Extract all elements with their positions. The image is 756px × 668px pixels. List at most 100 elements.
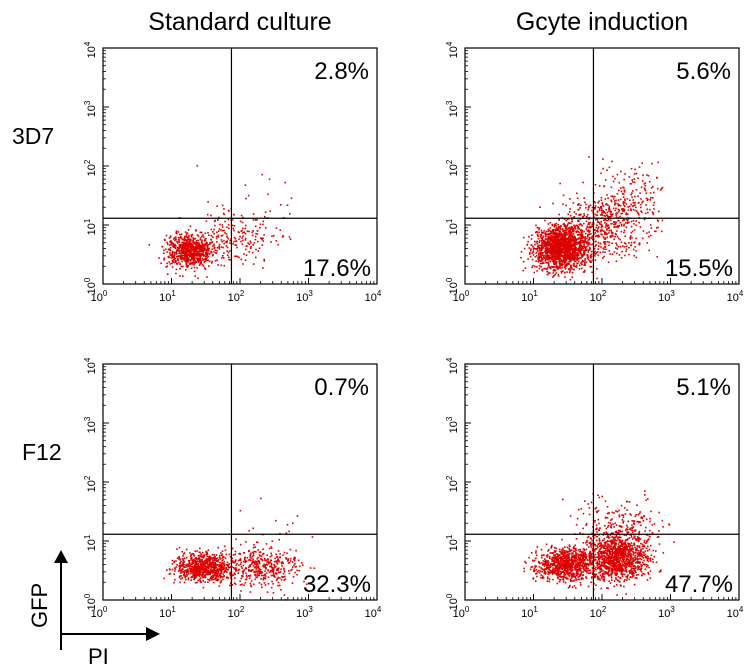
event-dot xyxy=(196,259,198,262)
event-dot xyxy=(605,223,608,226)
event-dot xyxy=(553,254,556,256)
event-dot xyxy=(252,565,255,567)
event-dot xyxy=(185,263,188,266)
event-dot xyxy=(559,251,562,253)
event-dot xyxy=(216,247,219,249)
event-dot xyxy=(224,570,227,573)
event-dot xyxy=(227,218,230,221)
event-dot xyxy=(607,224,610,226)
event-dot xyxy=(190,240,192,242)
event-dot xyxy=(257,569,259,572)
event-dot xyxy=(638,214,640,216)
event-dot xyxy=(177,261,180,264)
event-dot xyxy=(595,229,598,232)
event-dot xyxy=(256,233,259,235)
event-dot xyxy=(183,581,186,584)
event-dot xyxy=(558,257,560,259)
event-dot xyxy=(575,224,578,227)
event-dot xyxy=(569,228,571,231)
event-dot xyxy=(531,234,533,236)
event-dot xyxy=(541,242,544,244)
event-dot xyxy=(214,569,216,571)
event-dot xyxy=(198,244,200,246)
event-dot xyxy=(578,247,580,249)
event-dot xyxy=(276,578,278,580)
event-dot xyxy=(603,211,606,213)
event-dot xyxy=(207,248,209,250)
event-dot xyxy=(229,571,232,574)
event-dot xyxy=(264,574,266,577)
event-dot xyxy=(252,551,254,554)
event-dot xyxy=(614,202,616,204)
event-dot xyxy=(171,257,173,259)
event-dot xyxy=(172,242,174,245)
event-dot xyxy=(616,252,618,255)
event-dot xyxy=(195,243,197,246)
event-dot xyxy=(272,583,274,585)
event-dot xyxy=(569,208,571,210)
event-dot xyxy=(571,557,573,559)
event-dot xyxy=(623,246,626,248)
event-dot xyxy=(203,255,205,257)
event-dot xyxy=(563,261,566,264)
event-dot xyxy=(628,246,630,249)
event-dot xyxy=(258,247,261,249)
event-dot xyxy=(275,560,278,563)
event-dot xyxy=(656,177,658,179)
event-dot xyxy=(205,561,208,563)
event-dot xyxy=(553,247,555,249)
event-dot xyxy=(569,236,572,239)
event-dot xyxy=(272,570,275,572)
event-dot xyxy=(536,243,539,245)
event-dot xyxy=(213,572,216,574)
event-dot xyxy=(570,235,573,238)
event-dot xyxy=(547,237,549,240)
event-dot xyxy=(178,250,181,252)
event-dot xyxy=(604,215,607,217)
event-dot xyxy=(234,573,236,575)
event-dot xyxy=(170,241,173,243)
event-dot xyxy=(564,230,566,232)
event-dot xyxy=(549,233,552,236)
event-dot xyxy=(590,253,593,256)
event-dot xyxy=(584,237,586,240)
event-dot xyxy=(559,227,561,229)
event-dot xyxy=(604,179,607,181)
event-dot xyxy=(257,574,259,576)
event-dot xyxy=(587,257,589,260)
event-dot xyxy=(563,233,566,236)
event-dot xyxy=(615,242,617,244)
event-dot xyxy=(552,229,554,231)
event-dot xyxy=(656,256,658,258)
event-dot xyxy=(199,561,201,563)
event-dot xyxy=(575,257,578,260)
event-dot xyxy=(270,569,272,572)
event-dot xyxy=(620,224,623,227)
event-dot xyxy=(537,237,540,240)
event-dot xyxy=(594,250,596,253)
y-tick-label: 104 xyxy=(83,41,98,58)
event-dot xyxy=(200,564,202,567)
event-dot xyxy=(547,271,550,274)
event-dot xyxy=(204,573,207,576)
event-dot xyxy=(550,249,553,252)
event-dot xyxy=(601,229,604,231)
event-dot xyxy=(186,236,189,238)
event-dot xyxy=(207,559,210,561)
event-dot xyxy=(195,572,198,575)
event-dot xyxy=(196,242,199,244)
event-dot xyxy=(546,577,549,580)
event-dot xyxy=(190,567,192,570)
event-dot xyxy=(602,236,605,238)
event-dot xyxy=(564,260,566,263)
event-dot xyxy=(551,239,553,241)
event-dot xyxy=(219,554,221,557)
event-dot xyxy=(242,573,245,575)
event-dot xyxy=(195,257,198,260)
event-dot xyxy=(541,237,544,240)
event-dot xyxy=(222,246,224,249)
event-dot xyxy=(196,234,199,236)
event-dot xyxy=(597,230,599,233)
event-dot xyxy=(244,184,247,186)
event-dot xyxy=(255,560,258,563)
